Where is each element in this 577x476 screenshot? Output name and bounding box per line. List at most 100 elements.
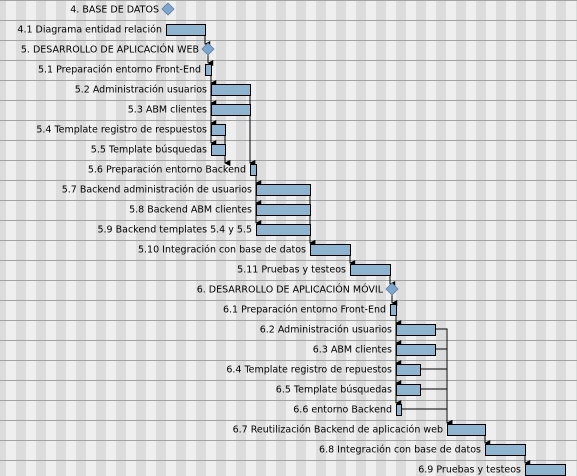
task-label: 5.11 Pruebas y testeos — [237, 265, 346, 276]
task-label: 5. DESARROLLO DE APLICACIÓN WEB — [21, 44, 199, 56]
task-bar[interactable] — [396, 384, 421, 396]
timeline-stripe — [256, 0, 266, 476]
task-bar[interactable] — [205, 64, 212, 76]
timeline-stripe — [346, 0, 356, 476]
timeline-stripe — [16, 0, 26, 476]
task-label: 5.4 Template registro de respuestos — [36, 125, 207, 136]
timeline-stripe — [386, 0, 396, 476]
timeline-stripe — [516, 0, 526, 476]
timeline-stripe — [526, 0, 536, 476]
task-bar[interactable] — [396, 324, 436, 336]
task-bar[interactable] — [390, 304, 397, 316]
timeline-stripe — [266, 0, 276, 476]
task-bar[interactable] — [211, 84, 251, 96]
task-bar[interactable] — [256, 224, 311, 236]
task-bar[interactable] — [256, 184, 311, 196]
task-label: 5.8 Backend ABM clientes — [129, 205, 252, 216]
timeline-stripe — [0, 0, 6, 476]
timeline-stripe — [246, 0, 256, 476]
timeline-stripe — [426, 0, 436, 476]
timeline-stripe — [126, 0, 136, 476]
timeline-stripe — [326, 0, 336, 476]
timeline-stripe — [296, 0, 306, 476]
task-bar[interactable] — [396, 364, 421, 376]
timeline-stripe — [136, 0, 146, 476]
timeline-stripe — [36, 0, 46, 476]
timeline-stripe — [556, 0, 566, 476]
timeline-stripe — [306, 0, 316, 476]
timeline-stripe — [76, 0, 86, 476]
task-bar[interactable] — [396, 404, 402, 416]
task-label: 5.10 Integración con base de datos — [138, 245, 306, 256]
task-label: 6.1 Preparación entorno Front-End — [223, 305, 386, 316]
timeline-stripe — [236, 0, 246, 476]
timeline-stripe — [336, 0, 346, 476]
timeline-stripe — [396, 0, 406, 476]
task-label: 4.1 Diagrama entidad relación — [17, 25, 162, 36]
timeline-stripe — [466, 0, 476, 476]
timeline-stripe — [506, 0, 516, 476]
task-bar[interactable] — [211, 124, 226, 136]
timeline-stripe — [26, 0, 36, 476]
timeline-stripe — [176, 0, 186, 476]
task-label: 4. BASE DE DATOS — [70, 5, 159, 16]
task-label: 5.3 ABM clientes — [128, 105, 207, 116]
timeline-stripe — [166, 0, 176, 476]
task-label: 5.6 Preparación entorno Backend — [88, 165, 246, 176]
timeline-stripe — [486, 0, 496, 476]
timeline-stripe — [406, 0, 416, 476]
task-label: 6.2 Administración usuarios — [260, 325, 392, 336]
task-label: 6.8 Integración con base de datos — [319, 445, 481, 456]
timeline-stripe — [116, 0, 126, 476]
task-label: 5.5 Template búsquedas — [91, 145, 207, 156]
timeline-stripe — [106, 0, 116, 476]
task-bar[interactable] — [350, 264, 391, 276]
task-bar[interactable] — [485, 444, 526, 456]
timeline-stripe — [96, 0, 106, 476]
timeline-stripe — [316, 0, 326, 476]
timeline-stripe — [196, 0, 206, 476]
timeline-stripe — [156, 0, 166, 476]
timeline-stripe — [476, 0, 486, 476]
task-label: 6. DESARROLLO DE APLICACIÓN MÓVIL — [197, 284, 384, 296]
timeline-stripe — [206, 0, 216, 476]
task-bar[interactable] — [525, 464, 566, 476]
timeline-stripe — [226, 0, 236, 476]
timeline-stripe — [56, 0, 66, 476]
timeline-stripe — [496, 0, 506, 476]
task-label: 5.9 Backend templates 5.4 y 5.5 — [97, 225, 252, 236]
task-bars — [161, 2, 566, 476]
task-label: 6.4 Template registro de repuestos — [226, 365, 392, 376]
milestone-diamond[interactable] — [385, 282, 399, 296]
timeline-stripe — [446, 0, 456, 476]
task-bar[interactable] — [396, 344, 436, 356]
timeline-stripe — [436, 0, 446, 476]
task-bar[interactable] — [211, 104, 251, 116]
timeline-stripe — [216, 0, 226, 476]
task-bar[interactable] — [256, 204, 311, 216]
milestone-diamond[interactable] — [201, 42, 215, 56]
task-label: 5.2 Administración usuarios — [75, 85, 207, 96]
timeline-stripe — [66, 0, 76, 476]
task-bar[interactable] — [211, 144, 226, 156]
task-label: 6.9 Pruebas y testeos — [418, 465, 521, 476]
timeline-stripe — [86, 0, 96, 476]
timeline-stripe — [286, 0, 296, 476]
timeline-stripe — [456, 0, 466, 476]
task-bar[interactable] — [250, 164, 257, 176]
timeline-stripe — [366, 0, 376, 476]
timeline-stripe — [356, 0, 366, 476]
timeline-stripe — [146, 0, 156, 476]
task-bar[interactable] — [447, 424, 486, 436]
timeline-stripe — [186, 0, 196, 476]
task-bar[interactable] — [310, 244, 351, 256]
milestone-diamond[interactable] — [161, 2, 175, 16]
timeline-stripe — [546, 0, 556, 476]
task-label: 6.5 Template búsquedas — [276, 385, 392, 396]
timeline-stripe — [566, 0, 576, 476]
task-bar[interactable] — [166, 24, 206, 36]
